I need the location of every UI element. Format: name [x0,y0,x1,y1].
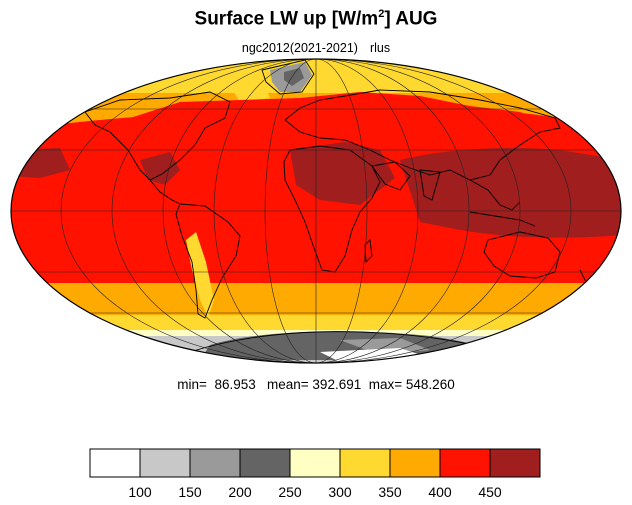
stat-min: 86.953 [214,377,256,392]
map-border [10,58,622,364]
stat-max: 548.260 [405,377,455,392]
colorbar-tick-label: 150 [178,484,202,500]
colorbar-boxes [89,448,541,478]
colorbar-box [489,448,541,478]
colorbar-box [89,448,141,478]
field-statistics: min= 86.953 mean= 392.691 max= 548.260 [177,377,455,392]
colorbar-box [439,448,491,478]
colorbar-box [189,448,241,478]
graticule [11,59,621,363]
colorbar-tick-label: 100 [128,484,152,500]
colorbar-tick-label: 350 [378,484,402,500]
stat-mean: 392.691 [312,377,362,392]
colorbar-tick-label: 200 [228,484,252,500]
map-title: Surface LW up [W/m2] AUG [194,8,438,30]
variable-label: rlus [369,41,391,55]
colorbar-box [239,448,291,478]
colorbar-box [139,448,191,478]
colorbar-tick-label: 400 [428,484,452,500]
colorbar-box [289,448,341,478]
colorbar-labels: 100 150 200 250 300 350 400 450 [128,484,502,500]
colorbar-tick-label: 450 [478,484,502,500]
colorbar-tick-label: 300 [328,484,352,500]
colorbar-box [389,448,441,478]
map-subtitle: ngc2012(2021-2021) rlus [0,41,632,55]
colorbar-tick-label: 250 [278,484,302,500]
run-label: ngc2012(2021-2021) [241,41,358,55]
colorbar-box [339,448,391,478]
